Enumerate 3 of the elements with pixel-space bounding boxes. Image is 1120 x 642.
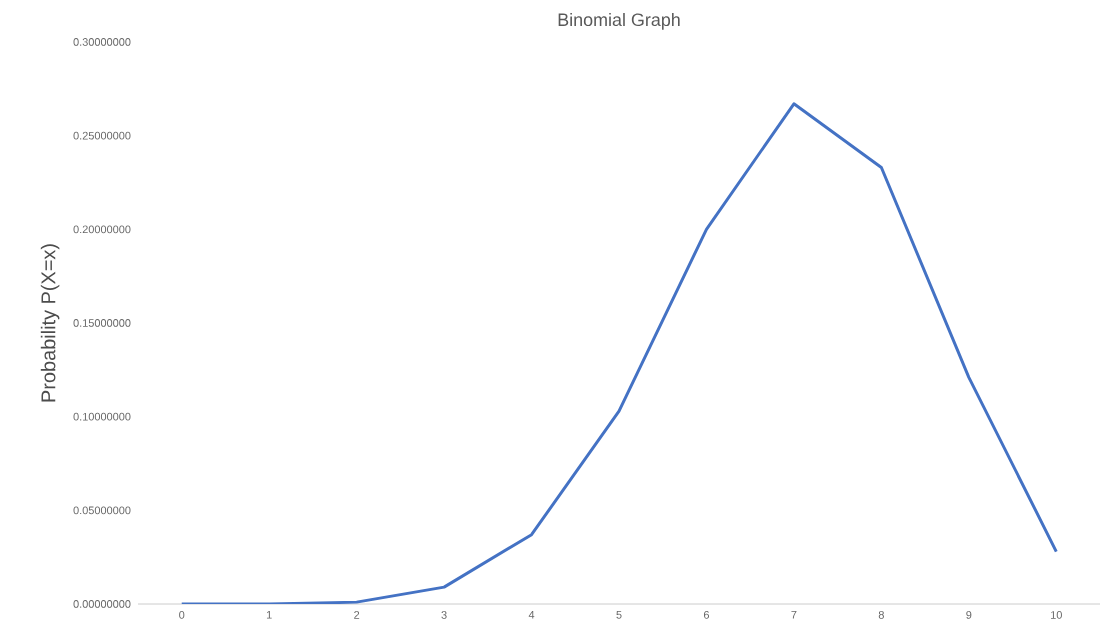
line-series: [180, 102, 1058, 604]
chart-title: Binomial Graph: [558, 12, 680, 30]
y-axis-title: Probability P(X=x): [40, 244, 60, 402]
